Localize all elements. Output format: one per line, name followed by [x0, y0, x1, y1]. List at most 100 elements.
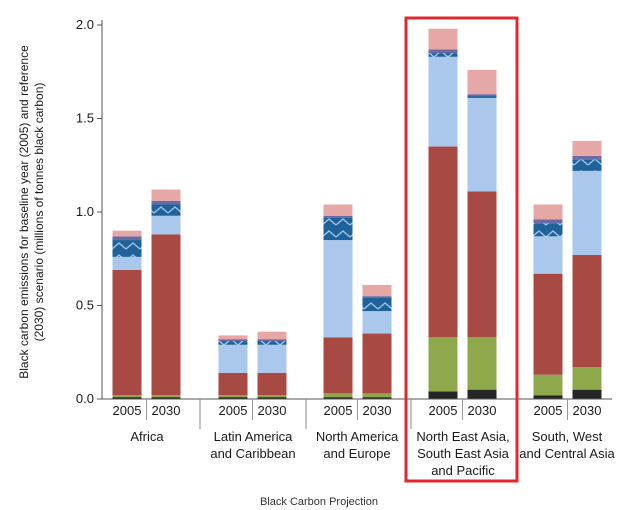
group-label: and Pacific — [431, 463, 495, 478]
year-label: 2030 — [573, 403, 602, 418]
x-axis-title: Black Carbon Projection — [260, 496, 378, 508]
group-label: and Caribbean — [210, 446, 295, 461]
bar-segment — [151, 215, 181, 235]
year-label: 2005 — [113, 403, 142, 418]
bar-segment — [533, 395, 563, 399]
bar-segment — [257, 372, 287, 396]
bar-segment — [572, 389, 602, 399]
bar-segment — [428, 391, 458, 399]
bar-segment — [151, 204, 181, 216]
group-label: Latin America — [214, 429, 294, 444]
bar-segment — [572, 155, 602, 160]
year-label: 2005 — [429, 403, 458, 418]
group-label: South East Asia — [417, 446, 510, 461]
bar-segment — [112, 230, 142, 237]
bar-segment — [112, 395, 142, 398]
bar-segment — [323, 397, 353, 399]
group-label: North East Asia, — [416, 429, 509, 444]
bar-segment — [572, 255, 602, 368]
bar-segment — [257, 395, 287, 398]
bar-segment — [362, 296, 392, 299]
bar-segment — [218, 341, 248, 345]
y-ticks: 0.0 0.5 1.0 1.5 2.0 — [76, 17, 102, 406]
bar-segment — [362, 393, 392, 398]
bar-segment — [257, 331, 287, 340]
bar-segment — [257, 344, 287, 373]
bar-segment — [467, 337, 497, 390]
bar-segment — [533, 273, 563, 375]
bar-segment — [218, 339, 248, 342]
bar-segment — [362, 397, 392, 399]
group-label: South, West — [532, 429, 603, 444]
y-tick-label: 0.0 — [76, 391, 94, 406]
bar-segment — [323, 393, 353, 398]
plot-area: 0.0 0.5 1.0 1.5 2.0 2005 2030 Africa 2005 2030 La… — [17, 16, 615, 508]
year-label: 2005 — [534, 403, 563, 418]
bar-segment — [112, 397, 142, 399]
bar-segment — [428, 28, 458, 50]
bar-segment — [218, 395, 248, 398]
bar-segment — [428, 146, 458, 338]
bar-segment — [533, 236, 563, 274]
bar-segment — [467, 389, 497, 399]
bar-segment — [151, 395, 181, 398]
bar-segment — [257, 397, 287, 399]
bar-segment — [218, 335, 248, 340]
bar-segment — [151, 234, 181, 396]
bar-segment — [112, 240, 142, 257]
bar-segment — [112, 236, 142, 241]
group-label: North America — [316, 429, 399, 444]
bar-segment — [533, 219, 563, 224]
bar-segment — [362, 298, 392, 312]
highlight-layer — [404, 16, 519, 483]
bar-segment — [151, 397, 181, 399]
y-tick-label: 2.0 — [76, 17, 94, 32]
bar-segment — [362, 284, 392, 297]
bar-segment — [428, 337, 458, 392]
year-label: 2005 — [219, 403, 248, 418]
year-label: 2030 — [468, 403, 497, 418]
bar-segment — [428, 49, 458, 54]
bars-layer — [112, 28, 602, 399]
bar-segment — [323, 215, 353, 218]
bar-segment — [533, 374, 563, 396]
year-label: 2030 — [363, 403, 392, 418]
group-label: and Europe — [323, 446, 390, 461]
bar-segment — [323, 240, 353, 338]
bar-segment — [257, 341, 287, 345]
bar-segment — [257, 339, 287, 342]
bar-segment — [572, 367, 602, 390]
bar-segment — [428, 53, 458, 57]
y-tick-label: 1.0 — [76, 204, 94, 219]
bar-segment — [218, 397, 248, 399]
bar-segment — [323, 337, 353, 394]
bar-segment — [151, 189, 181, 201]
bar-segment — [323, 217, 353, 241]
bar-segment — [467, 191, 497, 338]
bar-segment — [572, 159, 602, 171]
y-axis-title-line1: Black carbon emissions for baseline year… — [17, 45, 31, 379]
x-ticks: 2005 2030 Africa 2005 2030 Latin America and C… — [113, 399, 615, 478]
bar-segment — [533, 204, 563, 220]
bar-segment — [362, 311, 392, 334]
y-tick-label: 1.5 — [76, 111, 94, 126]
group-label: and Central Asia — [519, 446, 615, 461]
bar-segment — [467, 94, 497, 97]
bar-segment — [112, 256, 142, 270]
bar-segment — [323, 204, 353, 216]
bar-segment — [112, 269, 142, 396]
highlight-box — [404, 16, 519, 483]
bar-segment — [572, 170, 602, 256]
bar-segment — [428, 56, 458, 147]
y-tick-label: 0.5 — [76, 298, 94, 313]
bar-segment — [572, 140, 602, 156]
bar-segment — [218, 344, 248, 373]
year-label: 2030 — [152, 403, 181, 418]
bar-segment — [218, 372, 248, 396]
bar-segment — [533, 223, 563, 237]
bar-segment — [467, 96, 497, 98]
bar-segment — [467, 69, 497, 95]
bar-segment — [467, 97, 497, 192]
year-label: 2005 — [324, 403, 353, 418]
